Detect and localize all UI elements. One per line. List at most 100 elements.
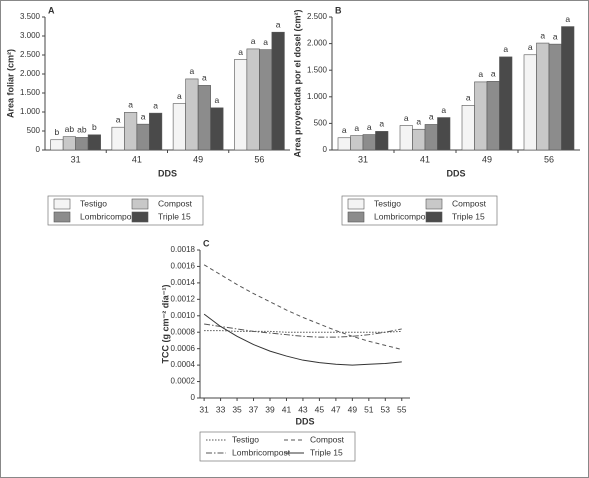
- legend-label: Triple 15: [310, 447, 343, 457]
- bar: [474, 81, 488, 151]
- significance-letter: a: [367, 122, 372, 132]
- significance-letter: a: [251, 36, 256, 46]
- legend-swatch: [425, 211, 443, 223]
- panel-label: A: [48, 5, 55, 15]
- bar: [87, 134, 101, 151]
- bar: [259, 49, 273, 151]
- bar: [246, 48, 260, 151]
- significance-letter: a: [478, 69, 483, 79]
- line-series: [204, 323, 402, 338]
- panel-label: B: [335, 5, 342, 15]
- y-tick-label: 3.500: [20, 12, 41, 21]
- y-tick-label: 0.0016: [171, 262, 196, 271]
- y-tick-label: 2.500: [20, 50, 41, 59]
- x-tick-label: 53: [381, 404, 391, 414]
- legend-label: Lombricompost: [80, 211, 139, 221]
- x-tick-label: 35: [232, 404, 242, 414]
- bar: [185, 78, 199, 151]
- bar: [124, 112, 138, 151]
- y-tick-label: 1.000: [20, 107, 41, 116]
- bar: [424, 124, 438, 151]
- y-tick-label: 0.0002: [171, 377, 196, 386]
- bar: [362, 134, 376, 151]
- significance-letter: a: [190, 66, 195, 76]
- legend-swatch: [347, 211, 365, 223]
- y-tick-label: 1.000: [307, 92, 328, 101]
- bar: [375, 131, 389, 151]
- legend-box: [341, 195, 498, 226]
- x-tick-label: 56: [254, 154, 264, 164]
- x-tick-label: 56: [544, 154, 554, 164]
- significance-letter: a: [177, 91, 182, 101]
- x-tick-label: 55: [397, 404, 407, 414]
- significance-letter: a: [379, 119, 384, 129]
- significance-letter: a: [342, 125, 347, 135]
- x-tick-label: 43: [298, 404, 308, 414]
- x-tick-label: 41: [282, 404, 292, 414]
- legend-label: Testigo: [80, 198, 107, 208]
- x-tick-label: 47: [331, 404, 341, 414]
- significance-letter: ab: [77, 125, 87, 135]
- bar: [210, 107, 224, 151]
- significance-letter: ab: [65, 124, 75, 134]
- y-tick-label: 0.0014: [171, 278, 196, 287]
- y-axis-title: Area proyectada por el dosel (cm²): [292, 9, 302, 157]
- significance-letter: a: [404, 113, 409, 123]
- significance-letter: a: [116, 114, 121, 124]
- x-tick-label: 31: [199, 404, 209, 414]
- legend-box: [199, 431, 356, 462]
- significance-letter: a: [491, 69, 496, 79]
- bar: [412, 128, 426, 151]
- y-tick-label: 0.0010: [171, 311, 196, 320]
- bar: [499, 56, 513, 151]
- significance-letter: a: [429, 112, 434, 122]
- significance-letter: a: [153, 100, 158, 110]
- significance-letter: a: [215, 95, 220, 105]
- bar: [337, 137, 351, 151]
- x-tick-label: 51: [364, 404, 374, 414]
- legend-swatch: [425, 198, 443, 210]
- x-axis-title: DDS: [295, 416, 314, 426]
- legend-swatch: [347, 198, 365, 210]
- bar: [548, 43, 562, 151]
- y-tick-label: 0.0008: [171, 327, 196, 336]
- significance-letter: a: [141, 111, 146, 121]
- legend-label: Compost: [452, 198, 487, 208]
- bar: [111, 126, 125, 151]
- y-tick-label: 2.000: [307, 39, 328, 48]
- y-tick-label: 0: [191, 393, 196, 402]
- bar: [437, 117, 451, 151]
- legend-swatch: [131, 211, 149, 223]
- x-tick-label: 49: [482, 154, 492, 164]
- legend-label: Testigo: [374, 198, 401, 208]
- significance-letter: a: [202, 73, 207, 83]
- significance-letter: a: [416, 117, 421, 127]
- y-axis-title: TCC (g cm⁻² día⁻¹): [160, 285, 170, 364]
- significance-letter: a: [441, 105, 446, 115]
- x-axis-title: DDS: [158, 168, 177, 178]
- y-tick-label: 0.0012: [171, 294, 196, 303]
- y-tick-label: 1.500: [307, 65, 328, 74]
- significance-letter: a: [128, 100, 133, 110]
- y-tick-label: 500: [27, 126, 41, 135]
- line-series: [203, 264, 402, 350]
- legend-label: Lombricompost: [374, 211, 433, 221]
- legend-label: Compost: [158, 198, 193, 208]
- x-tick-label: 41: [132, 154, 142, 164]
- x-tick-label: 37: [249, 404, 259, 414]
- x-tick-label: 31: [358, 154, 368, 164]
- significance-letter: b: [55, 127, 60, 137]
- significance-letter: a: [553, 31, 558, 41]
- bar: [136, 123, 150, 151]
- bar: [197, 85, 211, 151]
- significance-letter: a: [276, 19, 281, 29]
- bar: [50, 139, 64, 151]
- bar: [234, 59, 248, 151]
- bar: [461, 105, 475, 151]
- y-tick-label: 0.0004: [171, 360, 196, 369]
- y-tick-label: 0: [36, 145, 41, 154]
- bar: [350, 135, 364, 151]
- bar: [149, 112, 163, 151]
- y-tick-label: 3.000: [20, 31, 41, 40]
